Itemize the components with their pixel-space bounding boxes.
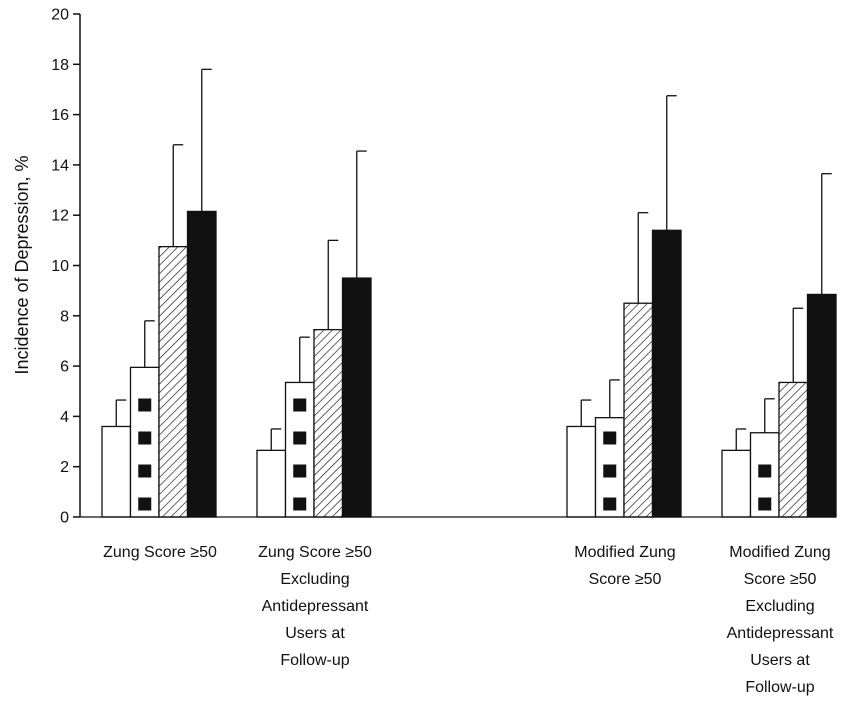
category-label-4: Modified Zung Score ≥50 Excluding Antidepre… xyxy=(727,544,834,696)
bar-pattern-square xyxy=(603,431,617,445)
category-label-line: Users at xyxy=(750,652,810,669)
category-label-line: Follow-up xyxy=(280,652,349,669)
y-tick-label: 20 xyxy=(51,7,69,24)
bar-group-1-series-1 xyxy=(101,399,132,518)
bar xyxy=(101,425,132,518)
bar-pattern-square xyxy=(138,464,152,478)
bar-group-4-series-2 xyxy=(749,398,780,518)
bar-group-2-series-3 xyxy=(313,239,344,518)
category-label-line: Score ≥50 xyxy=(744,571,817,588)
bar-group-2-series-4 xyxy=(341,150,372,518)
bar-pattern-square xyxy=(293,431,307,445)
bar-group-3-series-3 xyxy=(623,212,654,518)
bar-group-1-series-4 xyxy=(186,68,217,518)
bar-group-4-series-1 xyxy=(721,428,752,518)
category-label-line: Antidepressant xyxy=(262,598,369,615)
category-label-line: Zung Score ≥50 xyxy=(258,544,372,561)
y-tick-label: 18 xyxy=(51,57,69,74)
category-label-2: Zung Score ≥50 Excluding Antidepressant Use… xyxy=(258,544,372,669)
bar-group-4-series-4 xyxy=(806,173,837,518)
bar xyxy=(806,293,837,518)
bar xyxy=(256,449,287,518)
bar-group-2-series-2 xyxy=(284,336,315,518)
y-axis-title: Incidence of Depression, % xyxy=(12,155,32,374)
y-tick-label: 10 xyxy=(51,258,69,275)
bar xyxy=(623,302,654,518)
category-label-line: Zung Score ≥50 xyxy=(103,544,217,561)
bar xyxy=(721,449,752,518)
bar-group-3-series-2 xyxy=(594,379,625,518)
bar-group-3-series-4 xyxy=(651,95,682,518)
bar-pattern-square xyxy=(603,464,617,478)
bar-group-4-series-3 xyxy=(778,307,809,518)
y-tick-label: 8 xyxy=(60,308,69,325)
bar-group-1-series-2 xyxy=(129,320,160,518)
category-label-3: Modified Zung Score ≥50 xyxy=(574,544,675,588)
bar-pattern-square xyxy=(138,431,152,445)
category-label-line: Score ≥50 xyxy=(589,571,662,588)
bar-pattern-square xyxy=(293,464,307,478)
bar-pattern-square xyxy=(758,464,772,478)
bar xyxy=(186,210,217,518)
bar xyxy=(651,229,682,518)
y-tick-label: 0 xyxy=(60,510,69,527)
category-label-line: Excluding xyxy=(280,571,349,588)
bar-pattern-square xyxy=(758,497,772,511)
bar xyxy=(778,381,809,518)
category-label-line: Follow-up xyxy=(745,679,814,696)
bar xyxy=(158,245,189,518)
category-label-line: Excluding xyxy=(745,598,814,615)
category-label-1: Zung Score ≥50 xyxy=(103,544,217,561)
bar-pattern-square xyxy=(138,497,152,511)
category-label-line: Modified Zung xyxy=(574,544,675,561)
bar-pattern-square xyxy=(293,497,307,511)
bars-layer xyxy=(80,68,837,518)
bar xyxy=(566,425,597,518)
bar-group-1-series-3 xyxy=(158,144,189,518)
bar xyxy=(341,277,372,518)
bar-pattern-square xyxy=(603,497,617,511)
y-tick-label: 14 xyxy=(51,157,69,174)
category-label-line: Modified Zung xyxy=(729,544,830,561)
y-tick-label: 2 xyxy=(60,459,69,476)
y-axis: 0 2 4 6 8 10 12 14 16 18 20 xyxy=(51,7,81,527)
y-tick-label: 4 xyxy=(60,409,69,426)
y-tick-label: 16 xyxy=(51,107,69,124)
y-tick-label: 12 xyxy=(51,208,69,225)
category-label-line: Users at xyxy=(285,625,345,642)
bar-pattern-square xyxy=(293,398,307,412)
y-tick-label: 6 xyxy=(60,359,69,376)
bar-group-2-series-1 xyxy=(256,428,287,518)
bar-group-3-series-1 xyxy=(566,399,597,518)
category-labels: Zung Score ≥50 Zung Score ≥50 Excluding Ant… xyxy=(103,544,834,696)
bar-pattern-square xyxy=(138,398,152,412)
category-label-line: Antidepressant xyxy=(727,625,834,642)
bar xyxy=(313,328,344,518)
